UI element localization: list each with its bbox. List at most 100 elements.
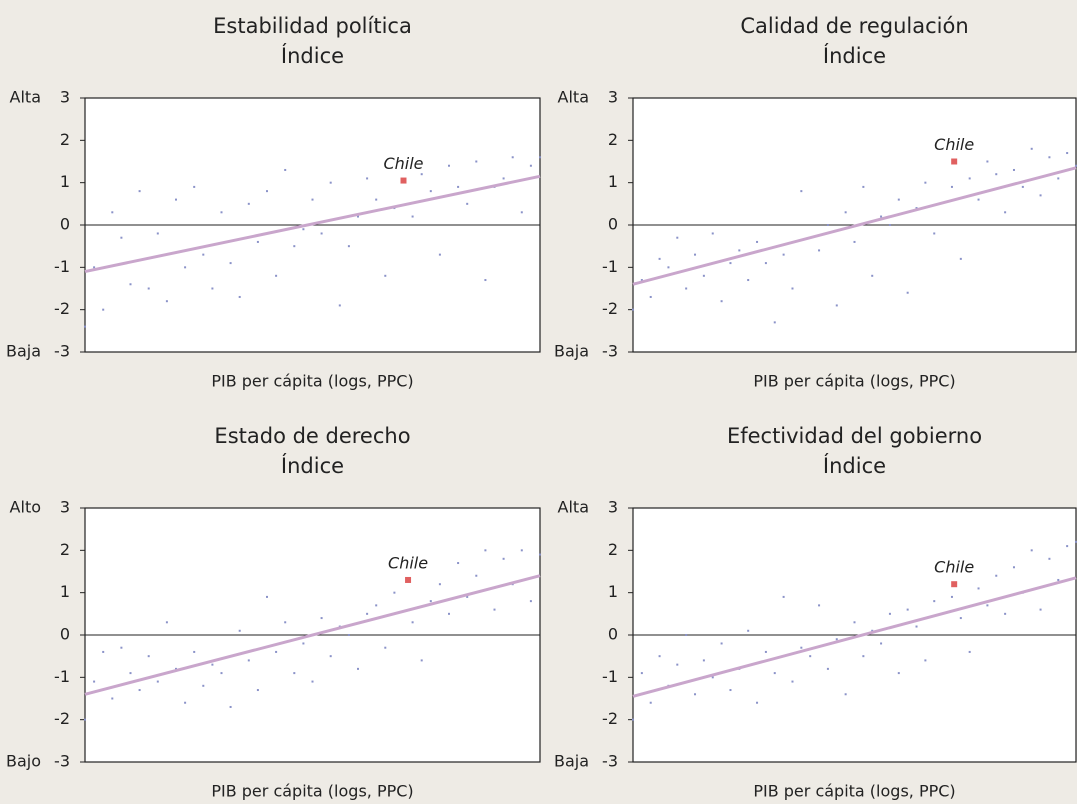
y-tick-label: 1 <box>60 582 70 601</box>
y-tick-label: 1 <box>608 172 618 191</box>
x-axis-label: PIB per cápita (logs, PPC) <box>211 372 413 391</box>
annotation-label: Chile <box>934 558 974 577</box>
scatter-point <box>756 701 759 704</box>
scatter-point <box>502 177 505 180</box>
scatter-point <box>357 215 359 218</box>
scatter-point <box>247 659 250 662</box>
scatter-point <box>229 705 232 708</box>
scatter-point <box>384 646 387 649</box>
scatter-point <box>475 574 478 577</box>
scatter-point <box>685 287 688 290</box>
y-tick-label: -3 <box>54 342 70 361</box>
y-top-label: Alta <box>558 88 589 107</box>
y-tick-label: 1 <box>608 582 618 601</box>
scatter-point <box>302 642 305 645</box>
scatter-point <box>640 279 643 282</box>
scatter-point <box>484 549 487 552</box>
y-tick-label: -1 <box>54 667 70 686</box>
y-bottom-label: Bajo <box>6 752 41 771</box>
scatter-point <box>266 190 268 193</box>
scatter-point <box>393 591 396 594</box>
scatter-point <box>1039 194 1042 197</box>
scatter-point <box>138 190 141 193</box>
scatter-point <box>747 629 750 632</box>
scatter-point <box>93 680 96 683</box>
scatter-point <box>520 211 523 214</box>
scatter-point <box>238 295 241 298</box>
scatter-point <box>293 245 296 248</box>
scatter-point <box>897 198 900 201</box>
scatter-point <box>420 173 423 176</box>
scatter-point <box>702 659 705 662</box>
chart-subtitle: Índice <box>281 453 344 478</box>
scatter-point <box>1057 177 1060 180</box>
y-bottom-label: Baja <box>554 342 589 361</box>
scatter-point <box>211 663 214 666</box>
scatter-point <box>977 198 980 201</box>
y-tick-label: -2 <box>602 709 618 728</box>
y-tick-label: 3 <box>608 88 618 107</box>
scatter-point <box>366 612 369 615</box>
scatter-point <box>511 156 514 159</box>
scatter-point <box>448 164 450 167</box>
scatter-point <box>138 689 141 692</box>
scatter-point <box>729 262 732 265</box>
scatter-point <box>632 308 634 311</box>
scatter-point <box>977 587 980 590</box>
scatter-point <box>915 207 918 210</box>
scatter-point <box>384 274 387 277</box>
scatter-point <box>193 650 196 653</box>
scatter-point <box>995 173 998 176</box>
y-tick-label: 0 <box>60 625 70 644</box>
scatter-point <box>93 266 96 269</box>
y-tick-label: 0 <box>608 215 618 234</box>
scatter-point <box>853 240 856 243</box>
scatter-point <box>933 600 936 603</box>
scatter-point <box>111 211 114 214</box>
scatter-point <box>329 655 332 658</box>
scatter-point <box>835 304 838 307</box>
scatter-point <box>826 667 829 670</box>
y-tick-label: -3 <box>602 752 618 771</box>
scatter-point <box>959 617 962 620</box>
scatter-point <box>448 612 450 615</box>
scatter-point <box>357 667 359 670</box>
scatter-point <box>275 274 278 277</box>
scatter-point <box>202 684 205 687</box>
scatter-point <box>862 655 865 658</box>
scatter-point <box>809 655 812 658</box>
scatter-point <box>694 253 697 256</box>
scatter-point <box>676 236 679 239</box>
y-tick-label: -2 <box>602 299 618 318</box>
scatter-point <box>120 646 123 649</box>
scatter-point <box>773 321 776 324</box>
scatter-point <box>818 604 821 607</box>
scatter-point <box>147 655 150 658</box>
scatter-point <box>685 634 688 636</box>
x-axis-label: PIB per cápita (logs, PPC) <box>211 782 413 801</box>
scatter-point <box>1075 540 1077 543</box>
scatter-point <box>202 253 205 256</box>
scatter-point <box>502 557 505 560</box>
y-tick-label: 2 <box>608 130 618 149</box>
y-tick-label: -1 <box>54 257 70 276</box>
scatter-point <box>320 232 323 235</box>
scatter-point <box>338 304 341 307</box>
highlight-point <box>951 158 958 165</box>
scatter-point <box>800 646 803 649</box>
y-tick-label: 3 <box>60 498 70 517</box>
annotation-label: Chile <box>388 553 428 572</box>
scatter-point <box>729 689 732 692</box>
scatter-point <box>711 676 714 679</box>
y-top-label: Alta <box>558 498 589 517</box>
scatter-point <box>986 604 989 607</box>
scatter-point <box>284 621 287 624</box>
scatter-point <box>959 257 962 260</box>
scatter-point <box>256 240 259 243</box>
scatter-point <box>764 262 767 265</box>
y-tick-label: -2 <box>54 709 70 728</box>
scatter-point <box>293 672 296 675</box>
scatter-point <box>184 266 187 269</box>
chart-subtitle: Índice <box>823 43 886 68</box>
scatter-point <box>649 701 652 704</box>
